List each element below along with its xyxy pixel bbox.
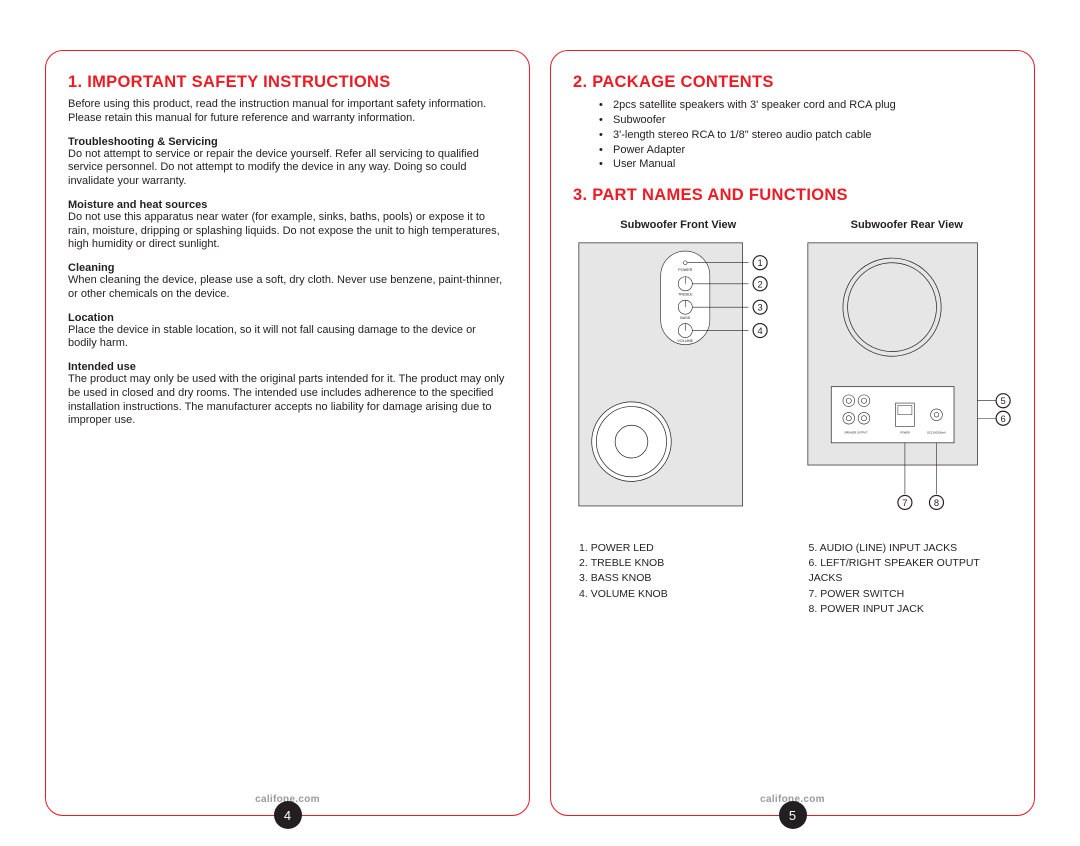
part-item: VOLUME KNOB xyxy=(579,587,783,602)
package-item: Power Adapter xyxy=(613,143,1012,158)
safety-body: Place the device in stable location, so … xyxy=(68,324,507,352)
rear-label-speaker-out: SPEAKER OUTPUT xyxy=(844,431,868,435)
knob-label-power: POWER xyxy=(678,268,692,272)
svg-text:7: 7 xyxy=(902,498,907,508)
part-item: BASS KNOB xyxy=(579,571,783,586)
page-right: 2. PACKAGE CONTENTS 2pcs satellite speak… xyxy=(550,50,1035,816)
knob-label-bass: BASS xyxy=(680,316,690,320)
safety-subheading: Intended use xyxy=(68,361,507,373)
safety-intro: Before using this product, read the inst… xyxy=(68,98,507,126)
safety-subheading: Troubleshooting & Servicing xyxy=(68,136,507,148)
front-view-col: Subwoofer Front View POWER TREBLE BASS xyxy=(573,219,784,523)
knob-label-treble: TREBLE xyxy=(678,293,693,297)
safety-sections: Troubleshooting & ServicingDo not attemp… xyxy=(68,126,507,429)
subwoofer-rear-diagram: SPEAKER OUTPUT POWER DC12V/1000mA 5 6 xyxy=(802,237,1013,518)
parts-list-right: AUDIO (LINE) INPUT JACKSLEFT/RIGHT SPEAK… xyxy=(803,541,1013,617)
parts-list-row: POWER LEDTREBLE KNOBBASS KNOBVOLUME KNOB… xyxy=(573,541,1012,617)
package-item: 3'-length stereo RCA to 1/8" stereo audi… xyxy=(613,128,1012,143)
package-item: User Manual xyxy=(613,157,1012,172)
section-title-safety: 1. IMPORTANT SAFETY INSTRUCTIONS xyxy=(68,73,507,92)
safety-subheading: Moisture and heat sources xyxy=(68,199,507,211)
section-title-parts: 3. PART NAMES AND FUNCTIONS xyxy=(573,186,1012,205)
diagram-row: Subwoofer Front View POWER TREBLE BASS xyxy=(573,219,1012,523)
safety-body: Do not use this apparatus near water (fo… xyxy=(68,211,507,252)
part-item: AUDIO (LINE) INPUT JACKS xyxy=(809,541,1013,556)
page-number-left: 4 xyxy=(274,801,302,829)
page-number-right: 5 xyxy=(779,801,807,829)
package-item: Subwoofer xyxy=(613,113,1012,128)
safety-body: When cleaning the device, please use a s… xyxy=(68,274,507,302)
svg-text:4: 4 xyxy=(758,326,763,336)
rear-view-col: Subwoofer Rear View SPEAKER OUTPUT xyxy=(802,219,1013,523)
parts-list-left: POWER LEDTREBLE KNOBBASS KNOBVOLUME KNOB xyxy=(573,541,783,617)
svg-text:8: 8 xyxy=(933,498,938,508)
safety-body: Do not attempt to service or repair the … xyxy=(68,148,507,189)
part-item: TREBLE KNOB xyxy=(579,556,783,571)
knob-label-volume: VOLUME xyxy=(677,339,693,343)
svg-text:3: 3 xyxy=(758,303,763,313)
rear-label-power: POWER xyxy=(900,431,910,435)
safety-body: The product may only be used with the or… xyxy=(68,373,507,428)
package-contents-list: 2pcs satellite speakers with 3' speaker … xyxy=(573,98,1012,172)
svg-text:1: 1 xyxy=(758,258,763,268)
svg-text:6: 6 xyxy=(1000,414,1005,424)
safety-subheading: Location xyxy=(68,312,507,324)
subwoofer-front-diagram: POWER TREBLE BASS VOLUME xyxy=(573,237,784,518)
rear-view-label: Subwoofer Rear View xyxy=(802,219,1013,231)
page-left: 1. IMPORTANT SAFETY INSTRUCTIONS Before … xyxy=(45,50,530,816)
package-item: 2pcs satellite speakers with 3' speaker … xyxy=(613,98,1012,113)
svg-text:2: 2 xyxy=(758,280,763,290)
rear-label-dc: DC12V/1000mA xyxy=(927,431,946,435)
part-item: POWER SWITCH xyxy=(809,587,1013,602)
callout-numbers-front: 1 2 3 4 xyxy=(753,256,767,338)
safety-subheading: Cleaning xyxy=(68,262,507,274)
part-item: LEFT/RIGHT SPEAKER OUTPUT JACKS xyxy=(809,556,1013,586)
part-item: POWER INPUT JACK xyxy=(809,602,1013,617)
section-title-package: 2. PACKAGE CONTENTS xyxy=(573,73,1012,92)
svg-text:5: 5 xyxy=(1000,396,1005,406)
front-view-label: Subwoofer Front View xyxy=(573,219,784,231)
part-item: POWER LED xyxy=(579,541,783,556)
